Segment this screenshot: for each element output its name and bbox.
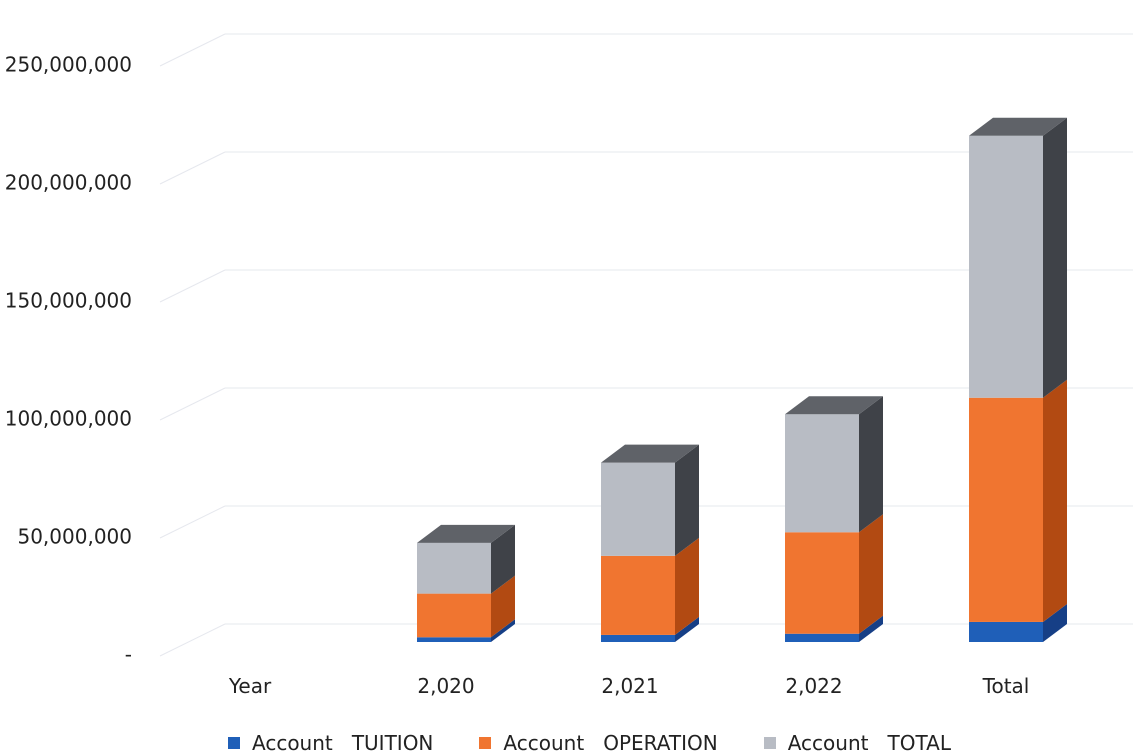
y-tick-label: 250,000,000: [5, 53, 132, 77]
y-axis-tick-labels: - 50,000,000 100,000,000 150,000,000 200,000…: [5, 53, 132, 667]
bar-segment: [785, 633, 859, 642]
bar-segment: [601, 634, 675, 642]
bar-segment-side: [1043, 603, 1067, 642]
bar-stack: [785, 396, 883, 642]
bar-segment: [601, 462, 675, 556]
bar-stack: [417, 524, 515, 642]
gridline-depth: [159, 387, 226, 421]
y-tick-label: 200,000,000: [5, 171, 132, 195]
gridline-depth: [159, 269, 226, 303]
bar-top-face: [417, 524, 515, 543]
bar-segment-side: [491, 524, 515, 594]
bar-stack: [601, 444, 699, 642]
x-axis-tick-labels: Year 2,020 2,021 2,022 Total: [228, 674, 1030, 698]
chart-legend: Account TUITION Account OPERATION Accoun…: [228, 731, 997, 755]
gridline-depth: [159, 623, 226, 657]
bar-top-face: [969, 117, 1067, 136]
legend-label-operation: Account OPERATION: [503, 731, 718, 755]
bar-segment-side: [675, 444, 699, 556]
gridline-depth: [159, 33, 226, 67]
bar-stacks: [417, 117, 1067, 642]
bar-segment-side: [1043, 117, 1067, 398]
legend-label-tuition: Account TUITION: [252, 731, 434, 755]
x-tick-label: 2,020: [417, 674, 474, 698]
bar-segment-side: [675, 537, 699, 635]
legend-swatch-tuition: [228, 737, 240, 749]
bar-segment-side: [491, 619, 515, 642]
bar-top-face: [785, 396, 883, 415]
bar-segment: [969, 135, 1043, 398]
bar-segment-side: [491, 575, 515, 638]
legend-label-total: Account TOTAL: [787, 731, 951, 755]
x-tick-label: Year: [228, 674, 272, 698]
y-tick-label: 50,000,000: [17, 525, 132, 549]
legend-item-operation: Account OPERATION: [479, 731, 718, 755]
bar-segment: [969, 397, 1043, 622]
legend-item-tuition: Account TUITION: [228, 731, 433, 755]
bar-segment-side: [1043, 379, 1067, 622]
bar-stack: [969, 117, 1067, 642]
bar-segment: [417, 542, 491, 594]
bar-segment-side: [859, 514, 883, 634]
x-tick-label: 2,022: [785, 674, 842, 698]
bar-segment: [417, 637, 491, 642]
bar-segment: [601, 555, 675, 635]
bar-segment: [785, 532, 859, 634]
bar-top-face: [601, 444, 699, 463]
y-tick-label: -: [125, 643, 132, 667]
chart-canvas: - 50,000,000 100,000,000 150,000,000 200,000…: [5, 33, 1133, 698]
x-tick-label: Total: [982, 674, 1030, 698]
gridline-depth: [159, 505, 226, 539]
x-tick-label: 2,021: [601, 674, 658, 698]
legend-item-total: Account TOTAL: [763, 731, 951, 755]
bar-segment: [417, 593, 491, 638]
y-tick-label: 150,000,000: [5, 289, 132, 313]
bar-segment-side: [859, 615, 883, 642]
bar-segment: [969, 621, 1043, 642]
legend-swatch-total: [763, 737, 776, 749]
legend-swatch-operation: [479, 737, 492, 749]
gridline-depth: [159, 151, 226, 185]
bar-segment-side: [675, 616, 699, 642]
bar-segment: [785, 414, 859, 533]
bar-segment-side: [859, 396, 883, 533]
y-tick-label: 100,000,000: [5, 407, 132, 431]
